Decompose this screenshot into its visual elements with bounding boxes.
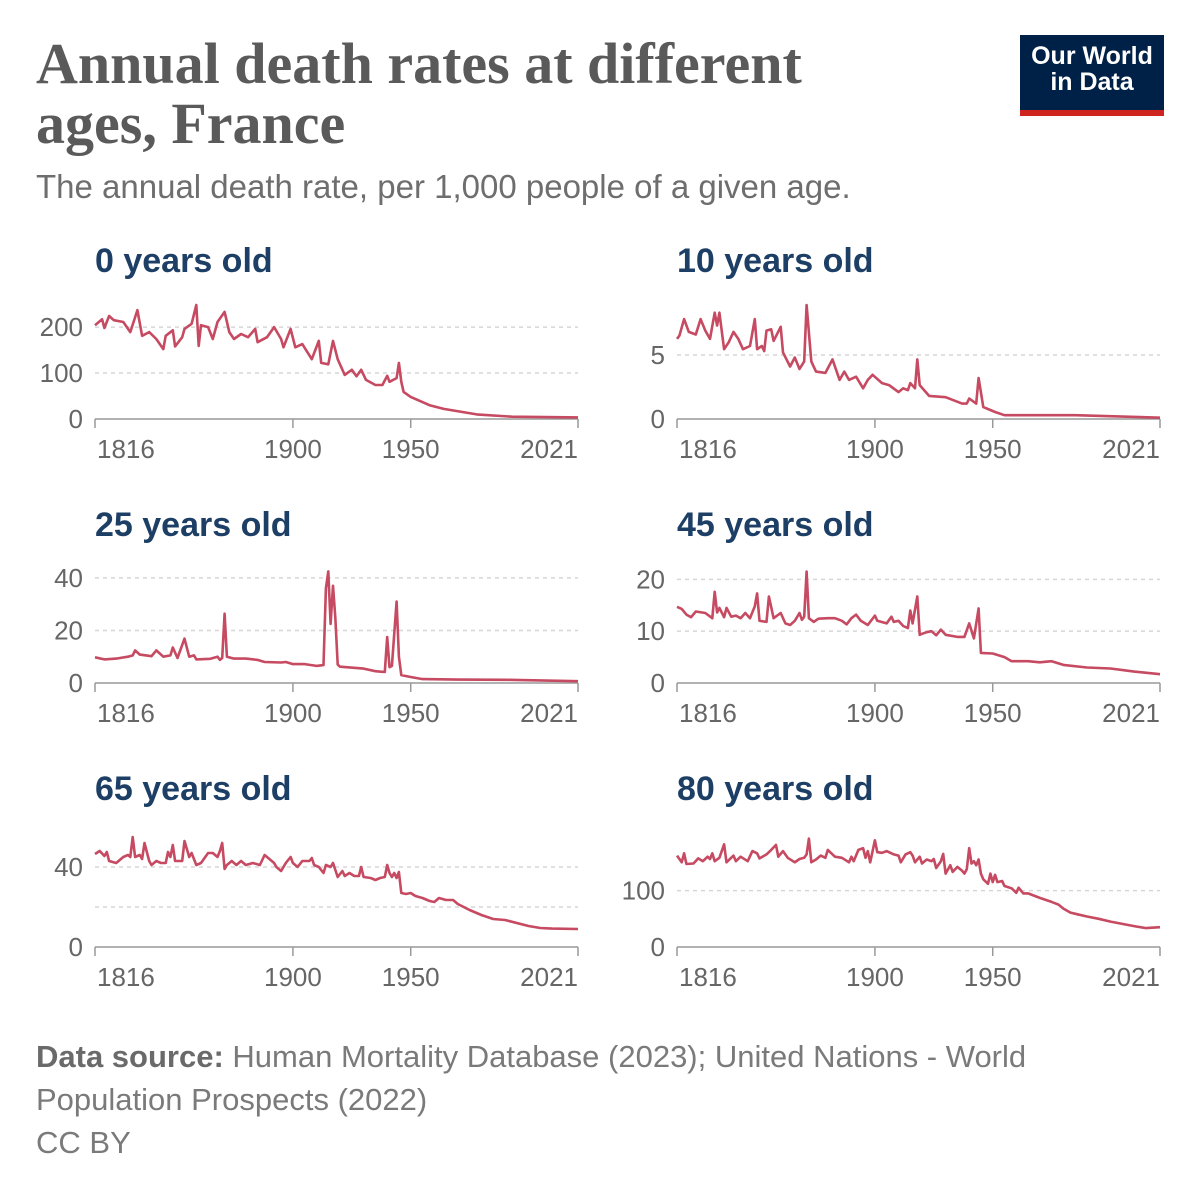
- panel-title: 10 years old: [677, 242, 874, 280]
- logo-accent-bar: [1020, 110, 1164, 116]
- series-line: [94, 835, 579, 931]
- x-tick-label: 2021: [520, 698, 578, 728]
- x-tick-label: 1950: [382, 698, 440, 728]
- panel-chart: 0 100 200 1816 1900 1950 2021: [40, 303, 579, 464]
- x-tick-label: 2021: [520, 962, 578, 992]
- source-label: Data source:: [36, 1039, 224, 1074]
- y-tick-label: 0: [69, 404, 83, 434]
- x-tick-label: 2021: [1102, 698, 1160, 728]
- x-tick-label: 1950: [964, 698, 1022, 728]
- x-tick-label: 1950: [382, 962, 440, 992]
- series-line: [94, 303, 579, 419]
- y-tick-label: 100: [40, 358, 83, 388]
- x-tick-label: 1900: [264, 962, 322, 992]
- x-tick-label: 1900: [846, 698, 904, 728]
- y-tick-label: 40: [54, 563, 83, 593]
- x-tick-label: 1950: [964, 434, 1022, 464]
- panel-title: 25 years old: [95, 506, 292, 544]
- x-tick-label: 1816: [97, 434, 155, 464]
- x-tick-label: 1816: [679, 962, 737, 992]
- chart-subtitle: The annual death rate, per 1,000 people …: [36, 168, 851, 205]
- y-tick-label: 20: [636, 564, 665, 594]
- panel-chart: 0 5 1816 1900 1950 2021: [651, 303, 1161, 464]
- y-tick-label: 40: [54, 852, 83, 882]
- series-line: [94, 570, 579, 683]
- x-tick-label: 1816: [97, 698, 155, 728]
- x-tick-label: 2021: [520, 434, 578, 464]
- x-tick-label: 1816: [679, 434, 737, 464]
- x-tick-label: 1900: [264, 434, 322, 464]
- y-tick-label: 100: [622, 876, 665, 906]
- y-tick-label: 5: [651, 340, 665, 370]
- y-tick-label: 0: [651, 932, 665, 962]
- y-tick-label: 200: [40, 312, 83, 342]
- series-line: [676, 570, 1161, 676]
- panel-title: 65 years old: [95, 770, 292, 808]
- panel-chart: 0 40 1816 1900 1950 2021: [54, 835, 579, 992]
- x-tick-label: 1950: [964, 962, 1022, 992]
- panel-title: 0 years old: [95, 242, 273, 280]
- x-tick-label: 2021: [1102, 434, 1160, 464]
- panel-chart: 0 100 1816 1900 1950 2021: [622, 837, 1161, 992]
- y-tick-label: 10: [636, 616, 665, 646]
- x-tick-label: 1900: [846, 434, 904, 464]
- y-tick-label: 0: [651, 668, 665, 698]
- series-line: [675, 303, 1161, 419]
- x-tick-label: 2021: [1102, 962, 1160, 992]
- logo-line-1: Our World: [1031, 42, 1153, 70]
- x-tick-label: 1816: [97, 962, 155, 992]
- x-tick-label: 1816: [679, 698, 737, 728]
- x-tick-label: 1900: [846, 962, 904, 992]
- panel-chart: 0 10 20 1816 1900 1950 2021: [636, 564, 1161, 728]
- panel-title: 45 years old: [677, 506, 874, 544]
- source-text[interactable]: Human Mortality Database (2023); United …: [36, 1039, 1027, 1117]
- y-tick-label: 0: [69, 932, 83, 962]
- x-tick-label: 1900: [264, 698, 322, 728]
- y-tick-label: 0: [69, 668, 83, 698]
- series-line: [675, 837, 1161, 930]
- chart-title: Annual death rates at different ages, Fr…: [36, 31, 802, 156]
- license[interactable]: CC BY: [36, 1125, 131, 1160]
- owid-logo[interactable]: Our World in Data: [1020, 35, 1164, 116]
- panel-title: 80 years old: [677, 770, 874, 808]
- footer: Data source: Human Mortality Database (2…: [36, 1035, 1166, 1164]
- data-source: Data source: Human Mortality Database (2…: [36, 1035, 1166, 1121]
- y-tick-label: 0: [651, 404, 665, 434]
- logo-line-2: in Data: [1050, 68, 1134, 96]
- panel-chart: 0 20 40 1816 1900 1950 2021: [54, 563, 579, 728]
- y-tick-label: 20: [54, 615, 83, 645]
- x-tick-label: 1950: [382, 434, 440, 464]
